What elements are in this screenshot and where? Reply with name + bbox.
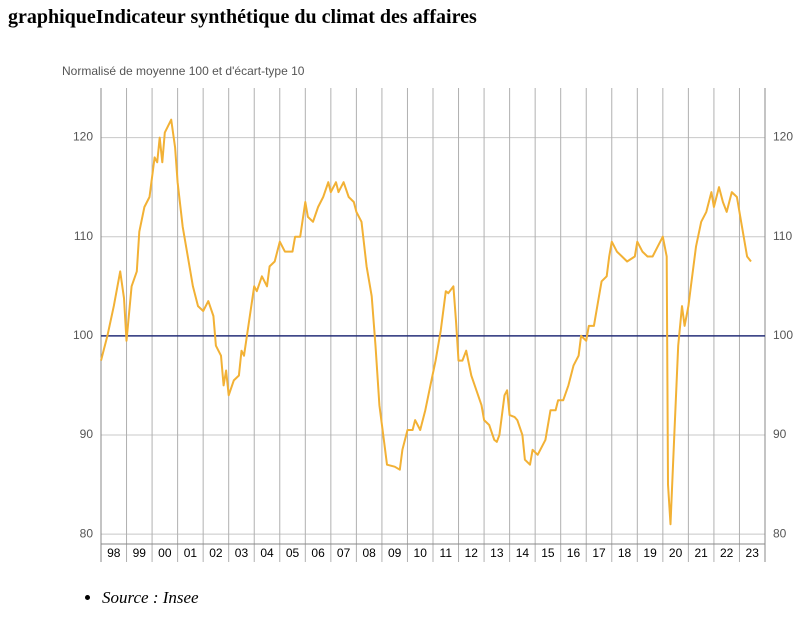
x-tick-label: 02 <box>209 546 223 560</box>
chart-subtitle: Normalisé de moyenne 100 et d'écart-type… <box>62 64 305 78</box>
y2-tick-label: 100 <box>773 328 793 342</box>
x-tick-label: 15 <box>541 546 555 560</box>
x-tick-label: 12 <box>465 546 479 560</box>
x-tick-label: 11 <box>440 546 453 560</box>
x-tick-label: 22 <box>720 546 734 560</box>
y-tick-label: 120 <box>73 130 93 144</box>
x-tick-label: 18 <box>618 546 632 560</box>
y-tick-label: 80 <box>80 526 94 540</box>
source-list: Source : Insee <box>80 588 199 608</box>
x-tick-label: 23 <box>746 546 760 560</box>
x-tick-label: 14 <box>516 546 530 560</box>
x-tick-label: 19 <box>643 546 657 560</box>
x-tick-label: 10 <box>414 546 428 560</box>
y-tick-label: 100 <box>73 328 93 342</box>
x-tick-label: 04 <box>260 546 274 560</box>
x-tick-label: 20 <box>669 546 683 560</box>
source: Source : Insee <box>102 588 199 608</box>
chart-title: graphiqueIndicateur synthétique du clima… <box>8 6 477 28</box>
x-tick-label: 21 <box>694 546 708 560</box>
x-tick-label: 99 <box>133 546 147 560</box>
x-tick-label: 05 <box>286 546 300 560</box>
y2-tick-label: 120 <box>773 130 793 144</box>
x-tick-label: 13 <box>490 546 504 560</box>
x-tick-label: 03 <box>235 546 249 560</box>
x-tick-label: 08 <box>362 546 376 560</box>
y2-tick-label: 80 <box>773 526 787 540</box>
x-tick-label: 16 <box>567 546 581 560</box>
y2-tick-label: 90 <box>773 427 787 441</box>
x-tick-label: 01 <box>184 546 198 560</box>
x-tick-label: 06 <box>311 546 325 560</box>
y-tick-label: 90 <box>80 427 94 441</box>
y-tick-label: 110 <box>74 229 93 243</box>
x-tick-label: 00 <box>158 546 172 560</box>
y2-tick-label: 110 <box>773 229 792 243</box>
x-tick-label: 17 <box>592 546 606 560</box>
x-tick-label: 98 <box>107 546 121 560</box>
chart: Normalisé de moyenne 100 et d'écart-type… <box>62 64 793 562</box>
series-line <box>100 118 752 526</box>
x-tick-label: 07 <box>337 546 351 560</box>
x-tick-label: 09 <box>388 546 402 560</box>
